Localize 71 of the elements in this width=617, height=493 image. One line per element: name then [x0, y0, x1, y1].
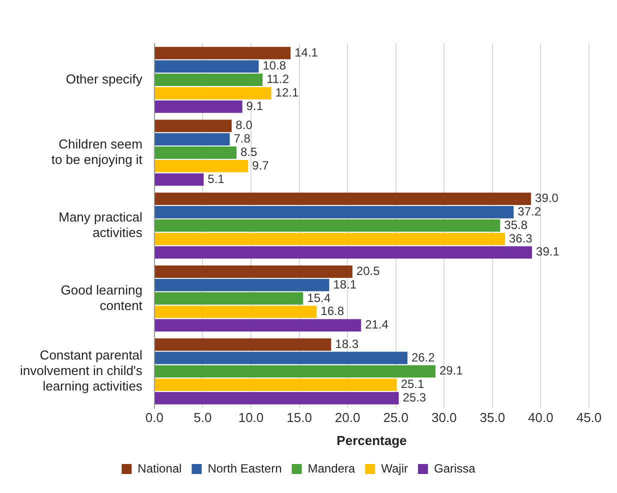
data-label: 35.8 [504, 218, 528, 232]
bar [154, 278, 330, 292]
legend-label: Mandera [308, 461, 356, 476]
bar [154, 265, 352, 278]
data-label: 36.3 [508, 231, 533, 246]
bar [154, 352, 408, 364]
bar [154, 60, 259, 73]
bar [154, 173, 204, 186]
data-label: 39.1 [536, 244, 560, 259]
data-label: 12.1 [275, 86, 299, 100]
data-label: 7.8 [234, 132, 251, 146]
y-tick-label: Other specify [66, 71, 143, 86]
bar [154, 378, 397, 391]
bar [154, 206, 514, 218]
bar [154, 319, 362, 332]
bar [154, 306, 317, 318]
legend-label: Garissa [434, 461, 476, 476]
y-tick-label: Good learning content [60, 282, 143, 313]
bar [154, 219, 500, 232]
data-label: 21.4 [365, 318, 389, 332]
data-label: 29.1 [439, 364, 464, 378]
data-label: 25.1 [400, 377, 425, 392]
bar [154, 232, 505, 246]
data-label: 18.3 [335, 336, 359, 351]
x-axis-title: Percentage [336, 432, 407, 448]
data-label: 5.1 [208, 172, 225, 186]
data-label: 14.1 [294, 45, 318, 60]
bar [154, 120, 232, 132]
data-label: 20.5 [356, 264, 380, 278]
data-label: 9.7 [252, 158, 270, 172]
data-label: 10.8 [262, 58, 286, 73]
x-tick-label: 30.0 [431, 410, 457, 426]
bar [154, 365, 436, 378]
x-tick-label: 35.0 [480, 410, 506, 426]
data-label: 15.4 [307, 290, 331, 305]
bar [154, 292, 304, 305]
legend-label: Wajir [381, 461, 408, 476]
data-label: 26.2 [411, 350, 436, 364]
y-tick-label: Children seem to be enjoying it [51, 136, 143, 168]
data-label: 8.5 [240, 145, 258, 160]
bar [154, 338, 332, 351]
x-tick-label: 15.0 [286, 410, 312, 426]
legend-label: North Eastern [208, 461, 282, 476]
bar [154, 392, 399, 404]
x-tick-label: 5.0 [194, 410, 212, 426]
x-tick-label: 45.0 [576, 410, 602, 426]
bar [154, 160, 248, 172]
bar [154, 146, 237, 159]
y-tick-label: Many practical activities [58, 209, 143, 240]
data-label: 39.0 [535, 191, 559, 206]
data-label: 8.0 [236, 118, 253, 132]
y-tick-label: Constant parental involvement in child's learning activities [20, 347, 143, 394]
x-tick-label: 10.0 [238, 410, 264, 426]
bar [154, 133, 230, 146]
data-label: 16.8 [320, 304, 344, 318]
data-label: 37.2 [518, 204, 542, 219]
bar [154, 46, 291, 60]
x-tick-label: 40.0 [528, 410, 554, 426]
x-tick-label: 0.0 [145, 410, 164, 426]
x-tick-label: 20.0 [334, 410, 360, 426]
data-label: 25.3 [402, 390, 426, 404]
data-label: 9.1 [246, 98, 264, 113]
bar [154, 100, 242, 113]
bar [154, 87, 272, 100]
legend-label: National [138, 461, 182, 476]
bar [154, 246, 532, 259]
x-tick-label: 25.0 [383, 410, 409, 426]
data-label: 18.1 [333, 277, 357, 292]
bar [154, 192, 532, 205]
bar [154, 74, 263, 86]
data-label: 11.2 [266, 72, 290, 86]
